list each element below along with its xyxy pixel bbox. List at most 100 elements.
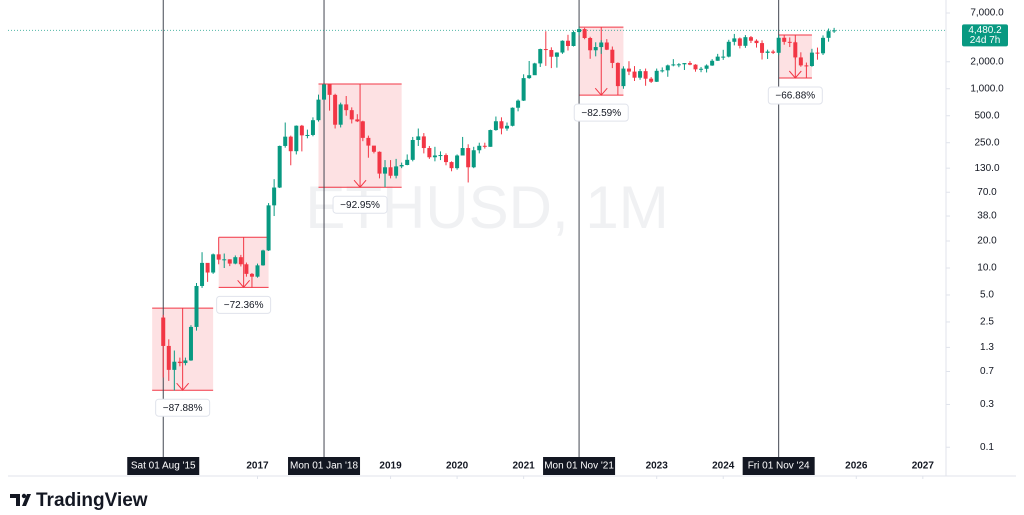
marker-layer [8, 0, 945, 475]
candle-body [599, 42, 604, 48]
y-tick-label: 7,000.0 [970, 8, 1004, 19]
candle-body [277, 145, 282, 188]
candle-body [582, 29, 587, 39]
candle-body [194, 285, 199, 327]
candle-body [815, 52, 820, 54]
candle-body [360, 121, 365, 138]
candle-body [760, 43, 765, 53]
candle-body [310, 120, 315, 135]
candle-body [421, 136, 426, 149]
candle-body [821, 37, 826, 54]
candle-body [211, 254, 216, 273]
x-tick-label: 2024 [712, 461, 735, 472]
candle-body [615, 62, 620, 87]
candle-body [238, 257, 243, 265]
x-tick-label: 2019 [379, 461, 402, 472]
candle-body [604, 42, 609, 50]
candle-body [499, 121, 504, 129]
label-layer: −87.88% −72.36% −92.95% −82.59% −66.88% Sat 0… [127, 24, 1008, 475]
candle-body [726, 41, 731, 57]
candle-body [715, 56, 720, 61]
candle-body [665, 65, 670, 71]
marker-label: Mon 01 Jan '18 [290, 461, 359, 472]
y-tick-label: 70.0 [977, 187, 997, 198]
y-tick-label: 5.0 [980, 290, 994, 301]
candle-body [638, 71, 643, 78]
y-tick-label: 1,000.0 [970, 83, 1004, 94]
candle-body [333, 94, 338, 125]
candle-body [388, 167, 393, 176]
candle-body [266, 205, 271, 251]
arrow-head [788, 70, 802, 79]
drawdown-label-box [216, 295, 272, 314]
candle-body [782, 37, 787, 42]
candle-body [771, 51, 776, 53]
logo: TradingView [10, 490, 148, 511]
y-tick-label: 10.0 [977, 263, 997, 274]
y-tick-label: 1.3 [980, 342, 994, 353]
marker-label: Mon 01 Nov '21 [544, 461, 614, 472]
y-tick-label: 500.0 [974, 110, 999, 121]
drawdown-label: −72.36% [224, 300, 264, 311]
candle-body [693, 64, 698, 70]
candle-body [410, 140, 415, 160]
candle-body [565, 40, 570, 46]
drawdown-label-box [767, 86, 823, 105]
candle-body [338, 104, 343, 125]
candle-body [383, 167, 388, 174]
candle-body [710, 60, 715, 66]
y-tick-label: 0.7 [980, 366, 994, 377]
candle-body [732, 38, 737, 42]
candle-body [399, 164, 404, 167]
arrow-head [353, 179, 367, 188]
candle-body [377, 151, 382, 174]
candle-body [255, 265, 260, 277]
candle-body [721, 56, 726, 58]
candle-body [516, 100, 521, 108]
y-tick-label: 0.3 [980, 399, 994, 410]
candle-body [227, 259, 232, 264]
candle-body [288, 136, 293, 152]
y-tick-label: 2,000.0 [970, 56, 1004, 67]
candle-body [682, 63, 687, 65]
candle-body [316, 99, 321, 121]
candle-body [261, 250, 266, 266]
candle-body [649, 78, 654, 82]
candle-body [521, 78, 526, 101]
x-tick-label: 2021 [513, 461, 536, 472]
candle-body [493, 121, 498, 131]
drawdown-layer [152, 26, 812, 391]
candle-body [416, 136, 421, 141]
candle-body [366, 137, 371, 146]
candle-body [743, 37, 748, 46]
candle-body [427, 148, 432, 158]
candle-body [249, 273, 254, 277]
candle-body [699, 68, 704, 70]
candle-body [510, 107, 515, 126]
candle-body [504, 125, 509, 129]
x-tick-label: 2020 [446, 461, 469, 472]
candle-body [327, 84, 332, 95]
candle-body [200, 262, 205, 286]
drawdown-label-box [332, 195, 388, 214]
candle-body [577, 29, 582, 33]
candle-body [283, 136, 288, 146]
candle-body [809, 52, 814, 67]
brand-name: TradingView [36, 490, 148, 511]
candle-body [444, 155, 449, 163]
candle-body [349, 110, 354, 120]
candle-body [488, 130, 493, 147]
candle-body [560, 40, 565, 53]
candle-body [776, 37, 781, 53]
candle-body [471, 150, 476, 168]
x-tick-label: 2023 [646, 461, 669, 472]
candle-body [793, 42, 798, 58]
candle-body [183, 360, 188, 364]
arrow-head [237, 280, 251, 289]
marker-label-box [543, 457, 616, 475]
candle-body [676, 64, 681, 66]
candle-body [826, 31, 831, 38]
candle-body [737, 38, 742, 46]
y-tick-label: 20.0 [977, 236, 997, 247]
candle-body [477, 145, 482, 151]
